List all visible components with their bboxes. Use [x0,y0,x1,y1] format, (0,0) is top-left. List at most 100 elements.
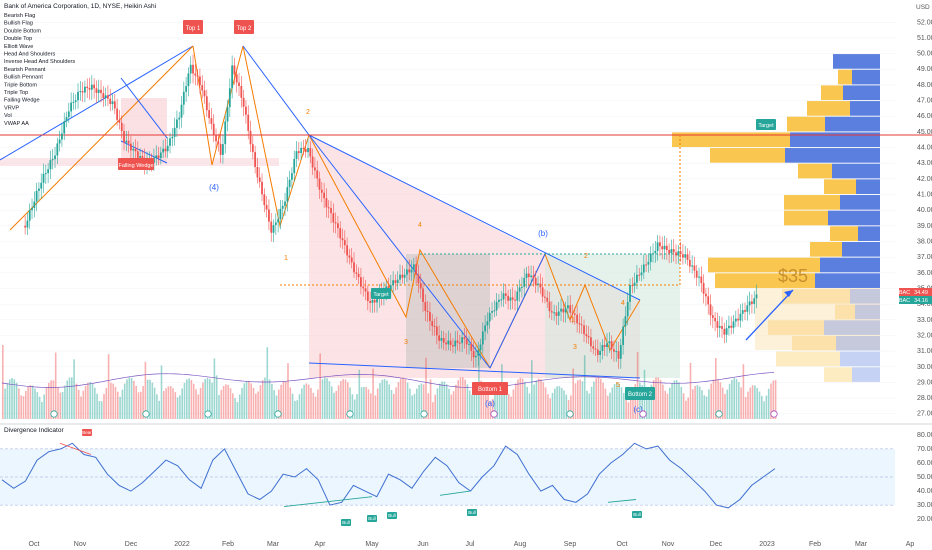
candle-body [40,182,43,189]
indicator-item[interactable]: Double Top [4,36,32,42]
candle-body [548,301,551,312]
volume-bar [618,383,620,419]
volume-bar [409,388,411,419]
volume-bar [731,379,733,419]
indicator-item[interactable]: Triple Bottom [4,82,37,88]
volume-bar [675,380,678,419]
candle-body [217,141,220,144]
signal-box [82,429,92,436]
indicator-item[interactable]: Head And Shoulders [4,52,56,58]
chart-title: Bank of America Corporation, 1D, NYSE, H… [4,3,156,10]
candle-body [401,274,404,278]
indicator-item[interactable]: Triple Top [4,90,28,96]
volume-bar [319,353,321,419]
volume-bar [317,389,319,419]
volume-bar [462,377,464,419]
volume-bar [609,392,611,419]
indicator-item[interactable]: Bullish Pennant [4,75,43,81]
candle-body [100,89,102,94]
top2-box [234,20,254,34]
volume-bar [144,361,147,419]
volume-bar [765,395,768,419]
volume-bar [602,382,604,419]
indicator-item[interactable]: Double Bottom [4,28,41,34]
candle-body [201,85,204,91]
candle-body [541,287,544,297]
volume-bar [586,390,588,419]
volume-bar [452,391,455,419]
volume-bar [738,382,740,419]
indicator-item[interactable]: Vol [4,113,12,119]
y-tick-label: 51.00 [917,35,932,42]
volume-bar [416,388,418,419]
candle-body [346,245,349,256]
candle-body [102,93,105,99]
event-marker-icon [715,410,723,418]
wave-label-2b: 2 [584,253,588,260]
candle-body [254,152,257,167]
osc-line [1,442,776,509]
volume-bar [257,391,259,419]
volume-bar [179,395,181,419]
volume-bar [312,392,315,419]
volume-bar [648,390,650,419]
volume-bar [206,377,209,419]
candle-body [355,272,358,274]
candle-body [256,166,259,178]
candle-body [557,311,560,316]
indicator-item[interactable]: Bearish Pennant [4,67,46,73]
volume-bar [280,384,282,419]
target1-box [371,288,391,299]
candle-body [180,104,183,118]
volume-bar [96,393,98,419]
volume-bar [395,387,397,419]
volume-bar [740,387,742,419]
volume-bar [344,379,347,419]
volume-bar [533,384,535,419]
candle-body [104,95,107,99]
candle-body [424,301,427,311]
volume-bar [186,379,188,419]
candle-body [521,286,523,288]
volume-bar [455,384,457,419]
candle-body [279,208,282,220]
candle-body [70,102,73,112]
candle-body [656,242,659,251]
candle-body [475,355,477,358]
y-tick-label: 33.00 [917,317,932,324]
candle-body [576,314,579,324]
y-tick-label: 27.00 [917,411,932,418]
y-tick-label: 31.00 [917,348,932,355]
volume-bar [91,383,94,419]
indicator-item[interactable]: Falling Wedge [4,98,40,104]
candle-body [226,107,229,122]
volume-bar [261,380,264,419]
indicator-item[interactable]: Elliott Wave [4,44,33,50]
volume-bar [11,378,13,419]
candle-body [403,274,406,278]
bac-price: 34.16 [914,298,928,304]
x-tick-label: Oct [617,541,628,548]
candle-body [550,311,553,313]
volume-bar [517,379,519,419]
volume-bar [15,382,18,419]
indicator-item[interactable]: Bullish Flag [4,21,33,27]
indicator-item[interactable]: VWAP AA [4,121,29,127]
indicator-item[interactable]: Bearish Flag [4,13,35,19]
vp-bar [810,241,842,257]
candle-body [325,198,328,208]
indicator-item[interactable]: Inverse Head And Shoulders [4,59,75,65]
vp-bar [832,163,880,179]
candle-body [721,326,723,329]
candle-body [309,148,312,157]
indicator-item[interactable]: VRVP [4,105,19,111]
volume-bar [225,384,227,419]
y-tick-label: 30.00 [917,364,932,371]
candle-body [716,321,719,328]
candle-body [682,254,684,258]
volume-bar [406,382,409,419]
candle-body [583,325,585,335]
y-tick-label: 37.00 [917,254,932,261]
y-tick-label: 47.00 [917,98,932,105]
